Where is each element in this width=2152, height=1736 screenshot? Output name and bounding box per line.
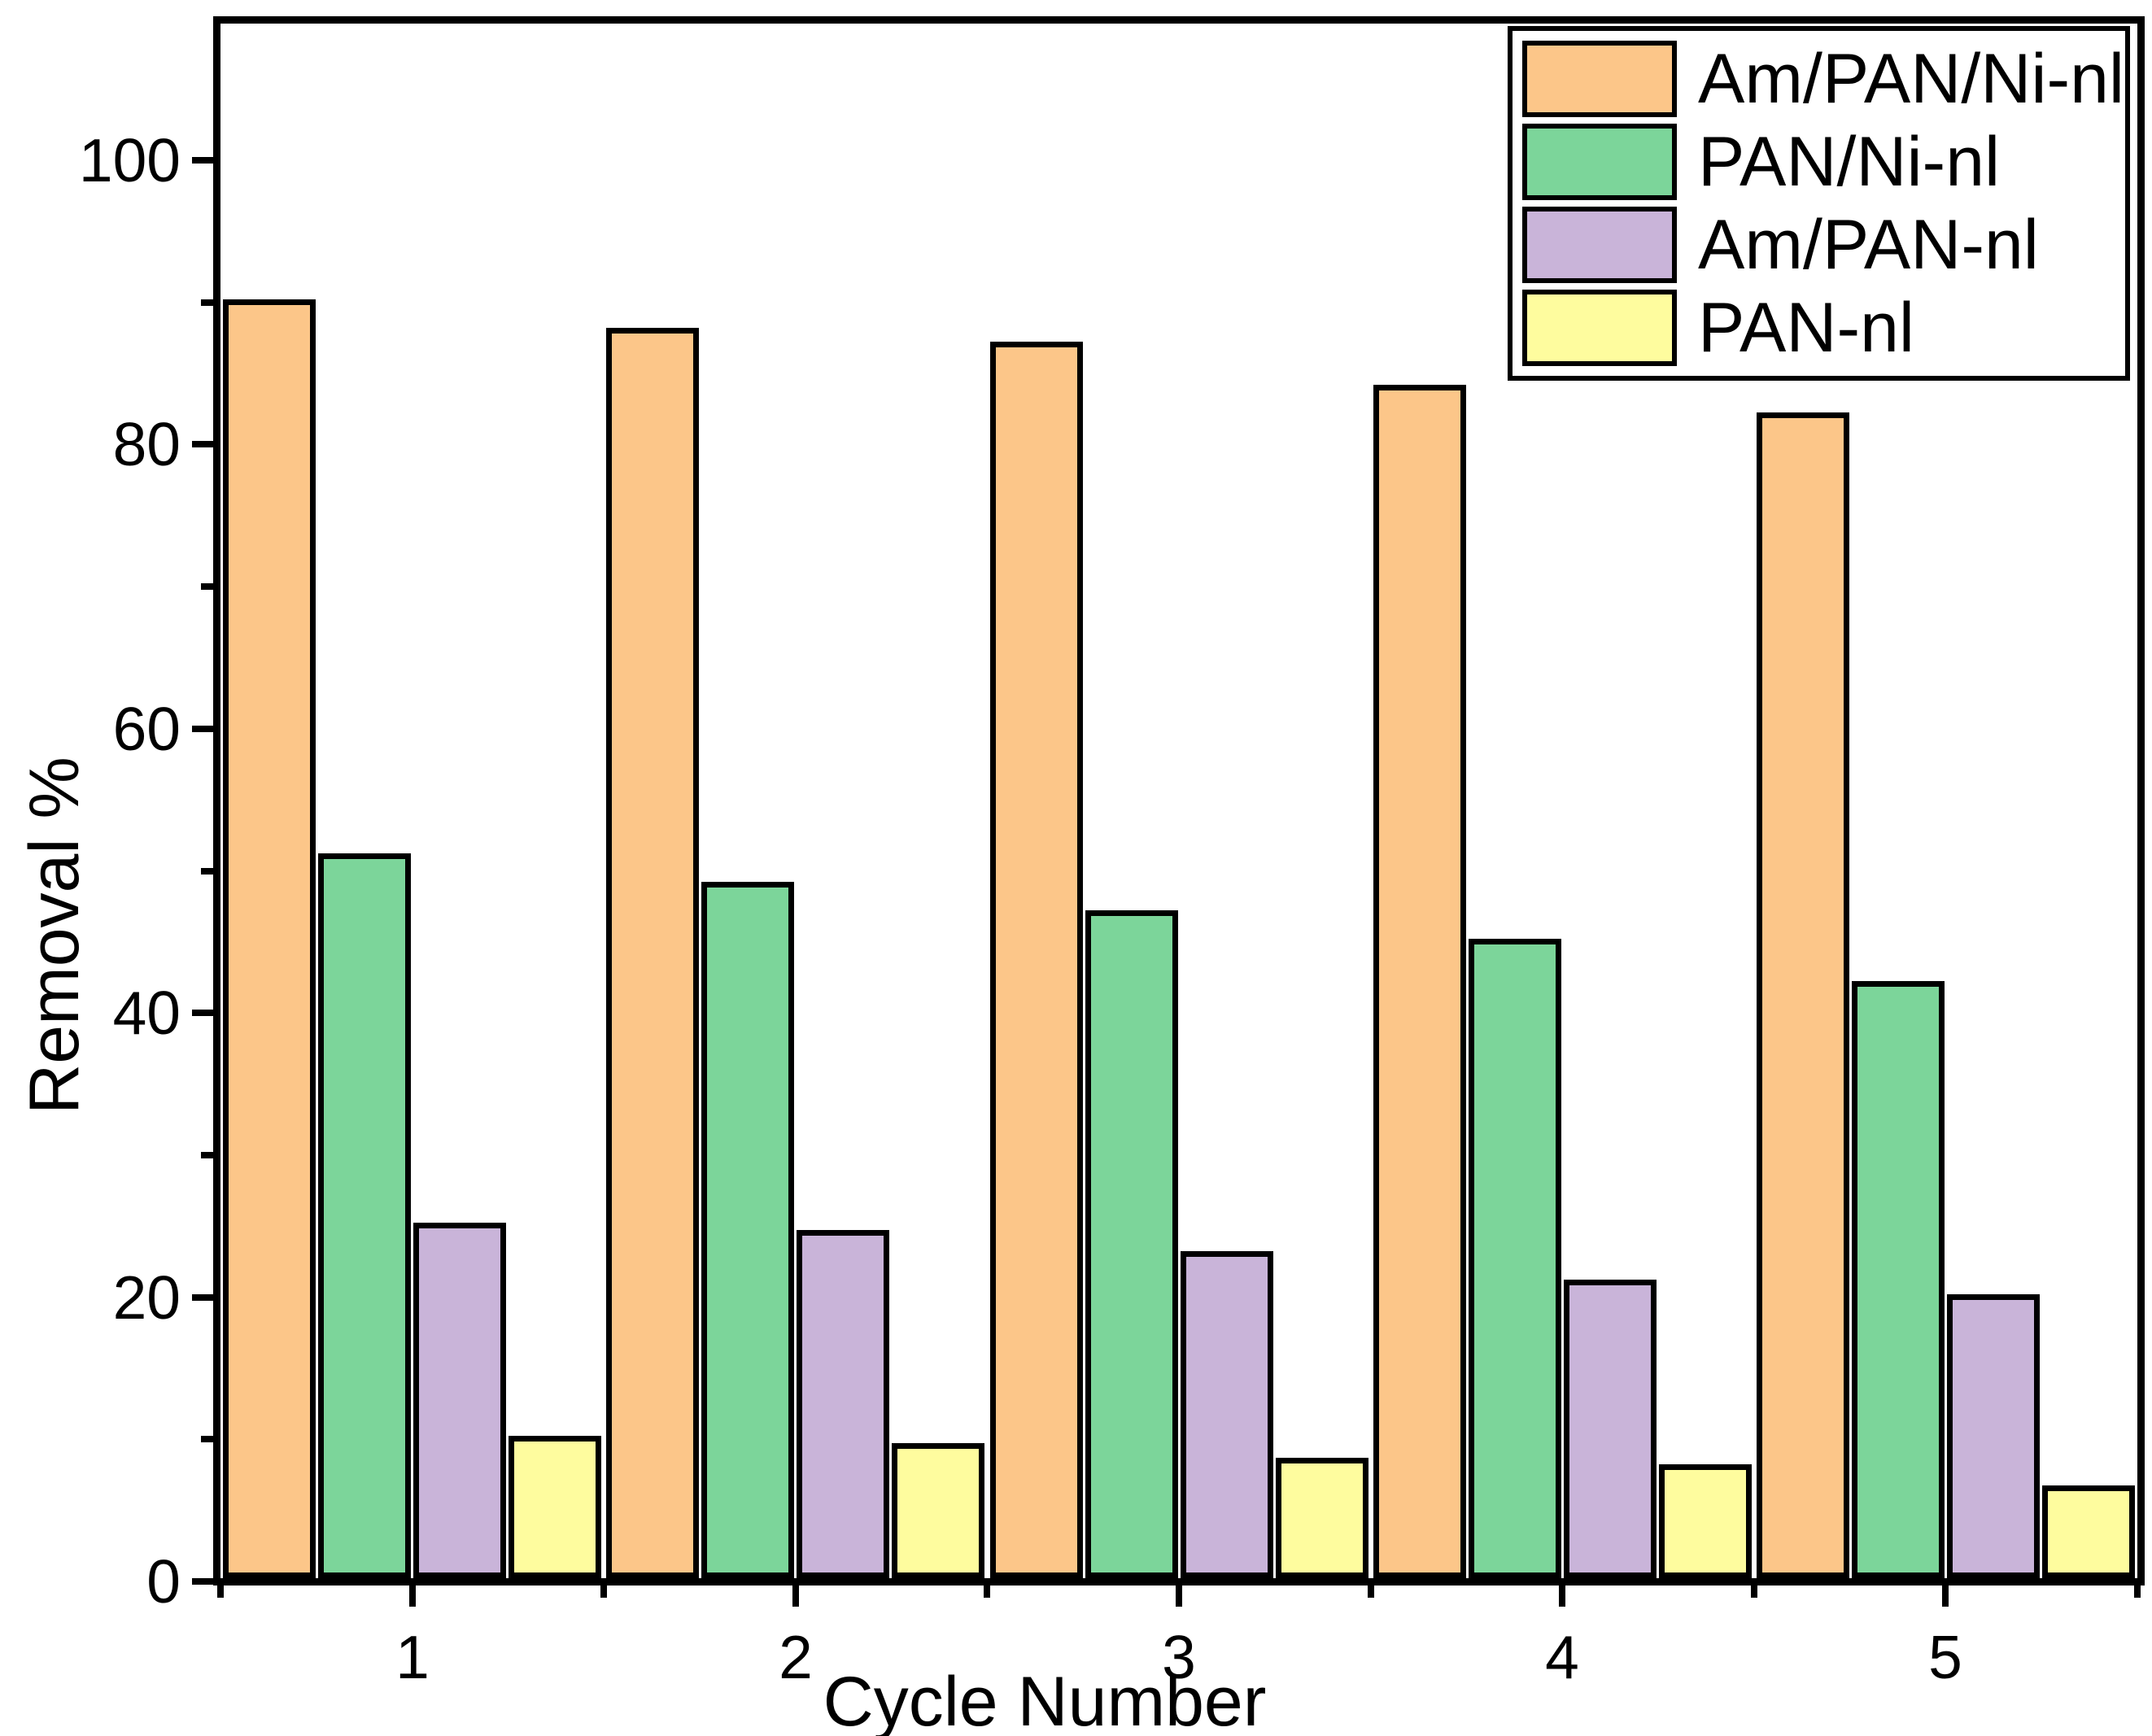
legend-item: Am/PAN/Ni-nl (1522, 41, 2125, 117)
y-tick-major (192, 157, 213, 164)
y-tick-label: 60 (112, 695, 181, 763)
bar-pan-nl-cycle-3 (1276, 1458, 1368, 1578)
x-tick-label: 3 (1162, 1623, 1196, 1691)
bar-pan-ni-nl-cycle-1 (318, 853, 411, 1578)
bar-am-pan-ni-nl-cycle-1 (223, 299, 316, 1578)
y-tick-minor (201, 1436, 213, 1442)
y-tick-label: 100 (78, 126, 181, 194)
x-tick-major (1942, 1586, 1949, 1607)
legend-swatch (1522, 124, 1677, 200)
x-tick-minor (1368, 1586, 1374, 1598)
x-tick-label: 5 (1928, 1623, 1962, 1691)
y-tick-label: 20 (112, 1263, 181, 1332)
legend-item: Am/PAN-nl (1522, 207, 2125, 283)
bar-pan-ni-nl-cycle-3 (1085, 910, 1178, 1578)
bar-pan-ni-nl-cycle-5 (1852, 981, 1945, 1578)
bar-am-pan-nl-cycle-4 (1564, 1280, 1657, 1578)
bar-am-pan-ni-nl-cycle-3 (990, 342, 1083, 1578)
bar-am-pan-nl-cycle-3 (1181, 1251, 1273, 1578)
y-tick-major (192, 726, 213, 732)
legend-label: PAN/Ni-nl (1698, 123, 2001, 201)
legend: Am/PAN/Ni-nl PAN/Ni-nl Am/PAN-nl PAN-nl (1508, 26, 2130, 381)
x-tick-minor (217, 1586, 224, 1598)
x-tick-label: 4 (1545, 1623, 1579, 1691)
bar-pan-ni-nl-cycle-4 (1469, 939, 1561, 1578)
x-tick-major (1176, 1586, 1182, 1607)
y-tick-minor (201, 583, 213, 590)
bar-am-pan-nl-cycle-5 (1947, 1294, 2040, 1578)
legend-swatch (1522, 41, 1677, 117)
y-tick-minor (201, 1152, 213, 1158)
x-tick-label: 1 (395, 1623, 430, 1691)
legend-label: Am/PAN-nl (1698, 206, 2039, 284)
legend-label: PAN-nl (1698, 289, 1915, 367)
legend-item: PAN-nl (1522, 290, 2125, 366)
x-tick-minor (1751, 1586, 1757, 1598)
bar-am-pan-ni-nl-cycle-2 (606, 328, 699, 1578)
legend-label: Am/PAN/Ni-nl (1698, 40, 2125, 118)
bar-pan-ni-nl-cycle-2 (701, 882, 794, 1578)
bar-pan-nl-cycle-2 (892, 1443, 984, 1578)
y-tick-label: 0 (146, 1547, 181, 1616)
x-tick-minor (2134, 1586, 2141, 1598)
legend-swatch (1522, 290, 1677, 366)
y-tick-minor (201, 299, 213, 306)
x-tick-minor (984, 1586, 990, 1598)
bar-am-pan-ni-nl-cycle-4 (1373, 385, 1466, 1578)
y-tick-major (192, 1578, 213, 1585)
x-tick-minor (600, 1586, 607, 1598)
bar-am-pan-ni-nl-cycle-5 (1757, 412, 1849, 1578)
bar-pan-nl-cycle-1 (509, 1436, 601, 1578)
y-tick-major (192, 1294, 213, 1301)
y-tick-minor (201, 868, 213, 875)
legend-swatch (1522, 207, 1677, 283)
y-tick-major (192, 441, 213, 447)
bar-am-pan-nl-cycle-2 (797, 1230, 889, 1578)
legend-item: PAN/Ni-nl (1522, 124, 2125, 200)
y-tick-major (192, 1010, 213, 1016)
y-tick-label: 40 (112, 979, 181, 1047)
bar-pan-nl-cycle-4 (1659, 1464, 1752, 1578)
x-tick-label: 2 (779, 1623, 813, 1691)
bar-am-pan-nl-cycle-1 (413, 1223, 506, 1578)
x-tick-major (792, 1586, 799, 1607)
y-tick-label: 80 (112, 410, 181, 478)
x-tick-major (409, 1586, 416, 1607)
x-axis-title: Cycle Number (823, 1663, 1267, 1736)
x-tick-major (1559, 1586, 1565, 1607)
y-axis-title: Removal % (15, 757, 94, 1114)
bar-pan-nl-cycle-5 (2042, 1485, 2135, 1578)
